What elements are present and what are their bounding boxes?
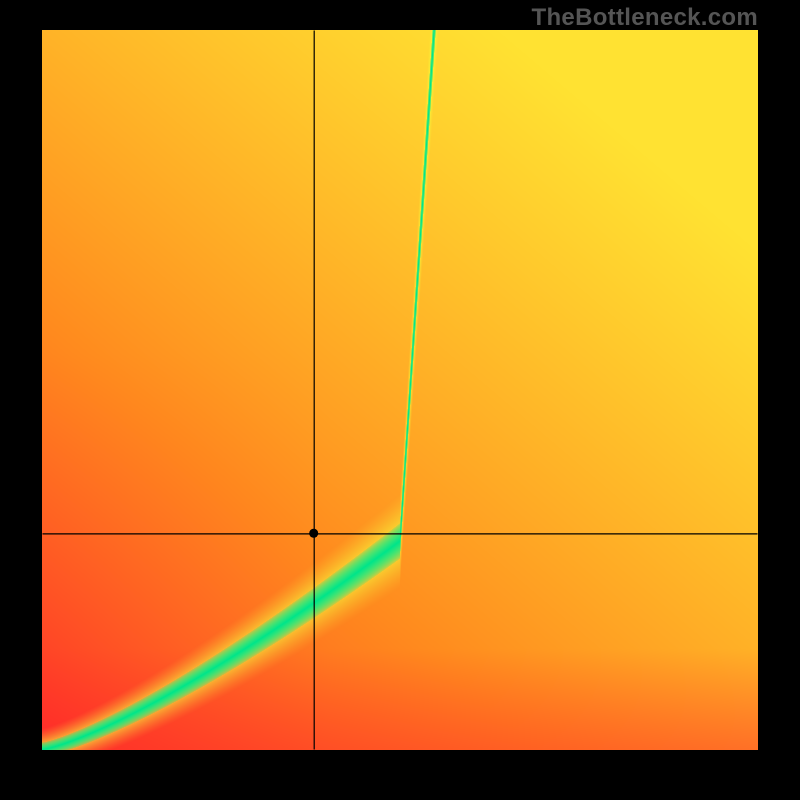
heatmap-plot	[42, 30, 758, 750]
watermark-text: TheBottleneck.com	[532, 4, 758, 32]
heatmap-canvas	[42, 30, 758, 750]
